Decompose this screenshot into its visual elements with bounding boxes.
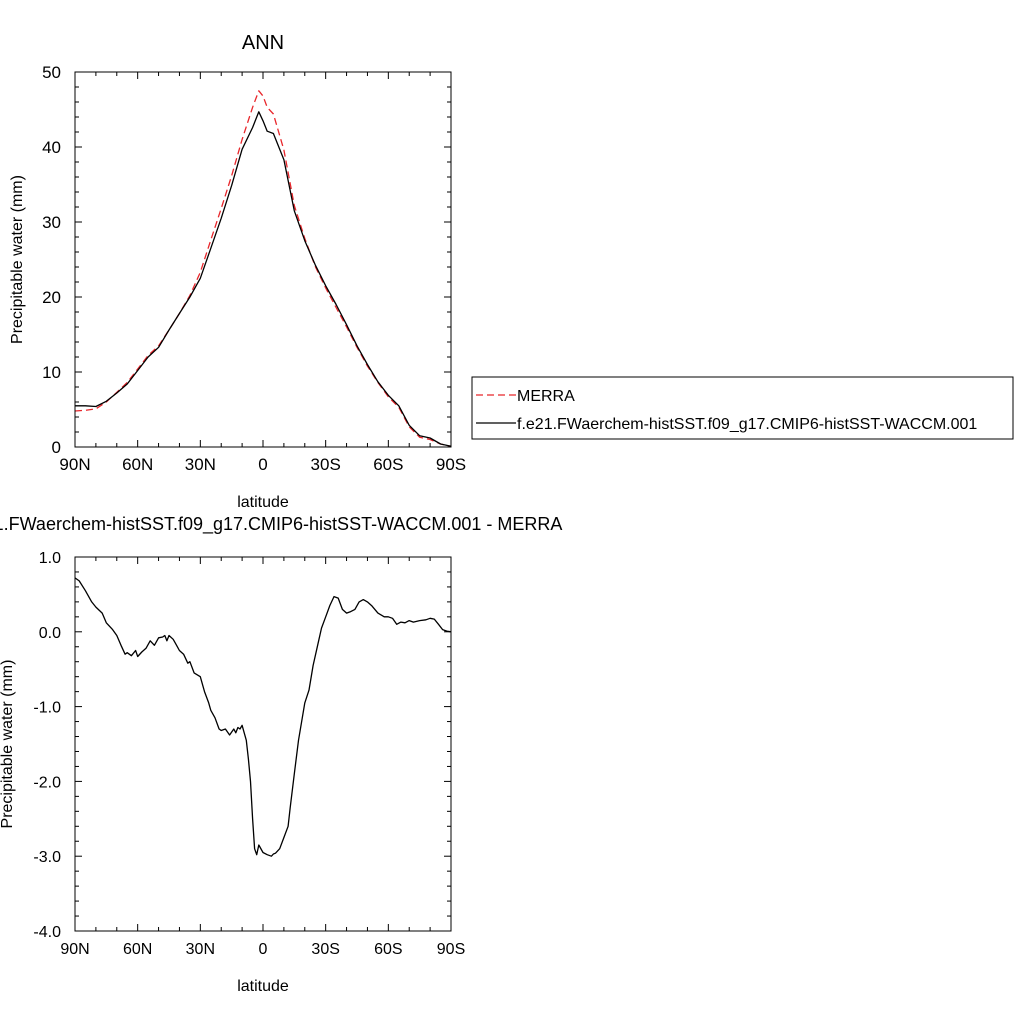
x-axis-label: latitude bbox=[237, 494, 289, 511]
chart-title: ANN bbox=[242, 32, 284, 54]
x-axis-label: latitude bbox=[237, 978, 289, 995]
y-tick-label: -4.0 bbox=[33, 924, 61, 941]
chart-title: f.e21.FWaerchem-histSST.f09_g17.CMIP6-hi… bbox=[0, 514, 562, 535]
y-axis-label: Precipitable water (mm) bbox=[9, 175, 26, 344]
series-line-1 bbox=[75, 111, 452, 447]
y-tick-label: 0 bbox=[52, 438, 61, 457]
x-tick-label: 60N bbox=[122, 455, 153, 474]
x-tick-label: 90N bbox=[60, 941, 89, 958]
legend-label-1: f.e21.FWaerchem-histSST.f09_g17.CMIP6-hi… bbox=[517, 416, 977, 433]
series-line-0 bbox=[74, 90, 452, 447]
chart-difference-precipitable-water: f.e21.FWaerchem-histSST.f09_g17.CMIP6-hi… bbox=[0, 514, 562, 995]
y-tick-label: 40 bbox=[42, 138, 61, 157]
x-tick-label: 30S bbox=[311, 455, 341, 474]
x-tick-label: 90S bbox=[436, 455, 466, 474]
y-tick-label: 0.0 bbox=[39, 625, 61, 642]
x-tick-label: 60N bbox=[123, 941, 152, 958]
y-axis-label: Precipitable water (mm) bbox=[0, 660, 16, 829]
y-tick-label: 50 bbox=[42, 63, 61, 82]
x-tick-label: 30N bbox=[186, 941, 215, 958]
legend-label-0: MERRA bbox=[517, 388, 575, 405]
x-tick-label: 90N bbox=[59, 455, 90, 474]
series-line-0 bbox=[74, 577, 452, 857]
x-tick-label: 60S bbox=[373, 455, 403, 474]
y-tick-label: 20 bbox=[42, 288, 61, 307]
x-tick-label: 60S bbox=[374, 941, 402, 958]
plot-frame bbox=[74, 71, 452, 448]
x-tick-label: 0 bbox=[258, 455, 267, 474]
y-tick-label: 30 bbox=[42, 213, 61, 232]
x-tick-label: 90S bbox=[437, 941, 465, 958]
y-tick-label: -3.0 bbox=[33, 849, 61, 866]
y-tick-label: 1.0 bbox=[39, 550, 61, 567]
legend: MERRA f.e21.FWaerchem-histSST.f09_g17.CMI… bbox=[471, 376, 1014, 440]
y-tick-label: 10 bbox=[42, 363, 61, 382]
x-tick-label: 30S bbox=[311, 941, 339, 958]
x-tick-label: 0 bbox=[259, 941, 268, 958]
plot-frame bbox=[74, 556, 452, 932]
y-tick-label: -2.0 bbox=[33, 774, 61, 791]
y-tick-label: -1.0 bbox=[33, 700, 61, 717]
x-tick-label: 30N bbox=[185, 455, 216, 474]
chart-annual-precipitable-water: ANN 90N 60N 30N 0 30S 60S 90S 0 10 20 30 40 50 latitud… bbox=[9, 32, 466, 511]
legend-box bbox=[471, 376, 1014, 440]
